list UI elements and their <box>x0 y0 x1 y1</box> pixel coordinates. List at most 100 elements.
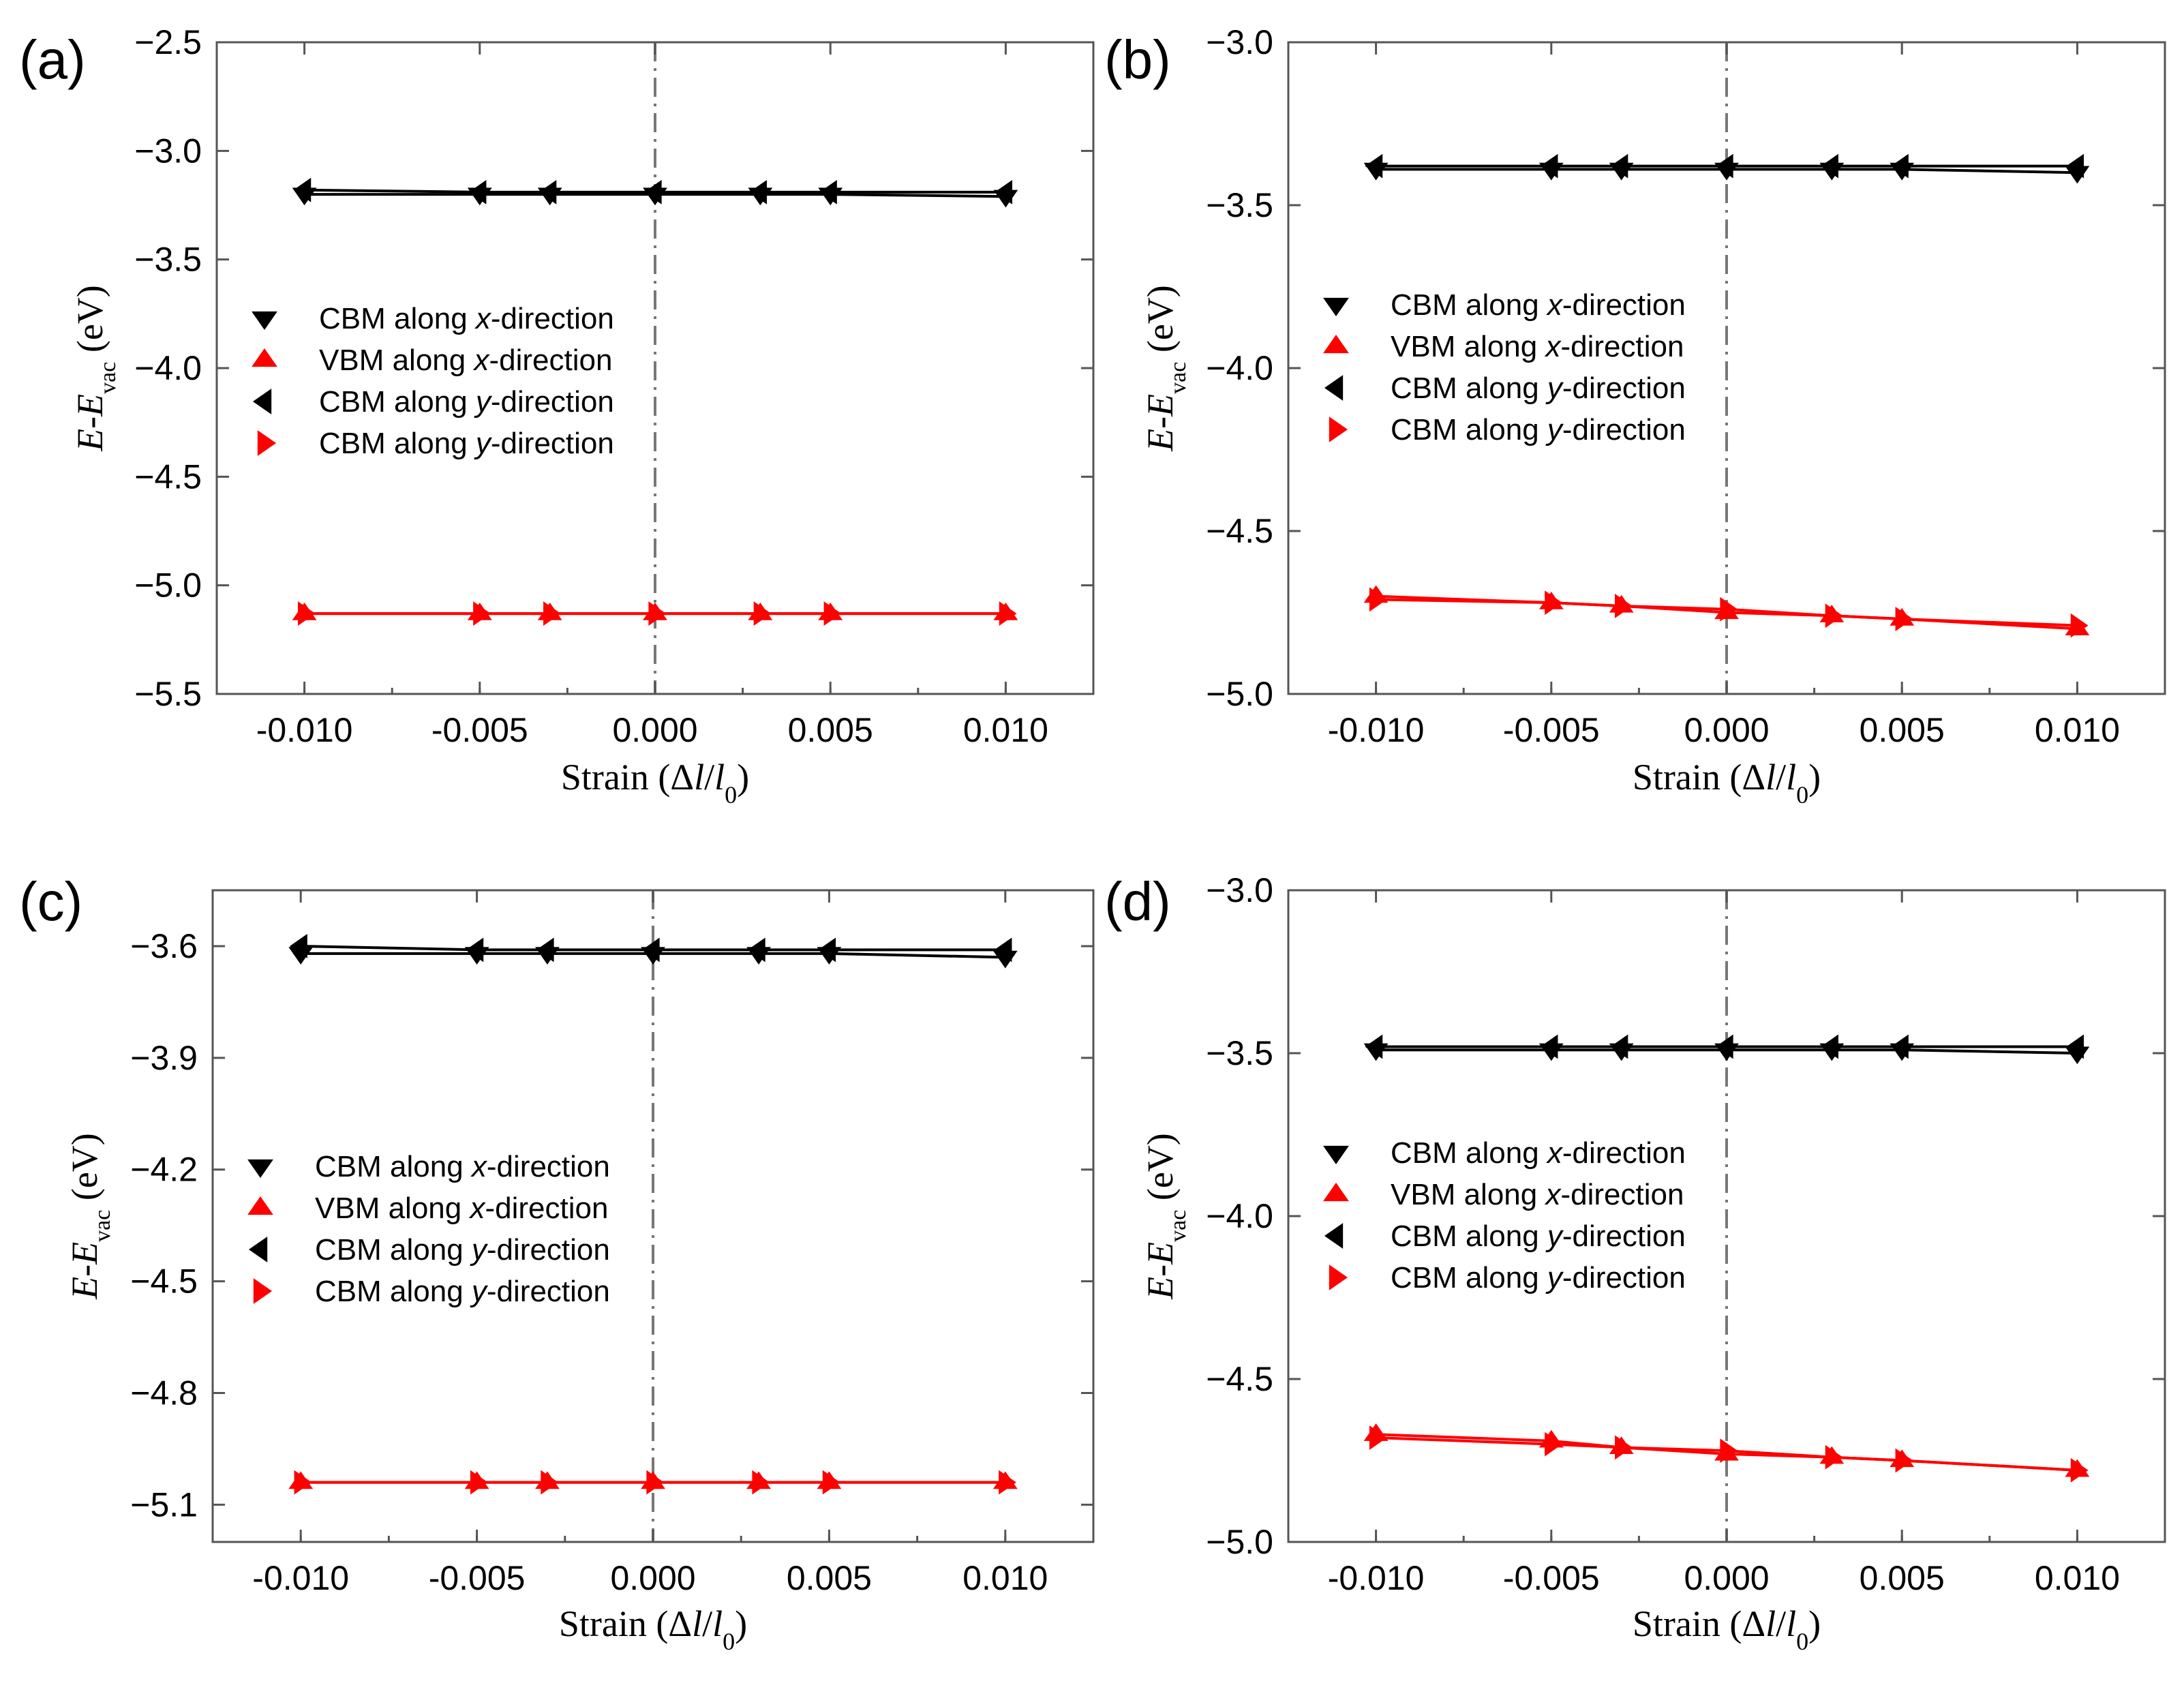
x-axis-label: Strain (Δl/l0) <box>1633 757 1821 808</box>
data-point-triangle-left <box>290 934 307 958</box>
y-tick-label: −4.0 <box>134 349 202 387</box>
y-tick-label: −2.5 <box>134 23 202 61</box>
legend-entry: CBM along y-direction <box>315 1275 610 1308</box>
data-point-triangle-left <box>2066 1034 2084 1059</box>
data-point-triangle-left <box>1715 153 1733 179</box>
y-tick-label: −4.5 <box>130 1262 198 1301</box>
legend-marker-triangle-down <box>1323 297 1349 317</box>
y-tick-label: −3.5 <box>134 241 202 279</box>
data-point-triangle-left <box>641 937 660 963</box>
x-tick-label: 0.005 <box>787 1559 872 1597</box>
y-tick-label: −4.8 <box>130 1374 198 1412</box>
x-tick-label: -0.005 <box>1503 711 1600 749</box>
legend-marker-triangle-down <box>247 1159 273 1179</box>
legend-marker-triangle-down <box>252 311 277 331</box>
legend-entry: CBM along x-direction <box>315 1150 610 1183</box>
legend-marker-triangle-right <box>1329 1264 1348 1290</box>
y-axis-label: E-Evac (eV) <box>64 1133 115 1300</box>
x-tick-label: 0.000 <box>1684 711 1769 749</box>
y-tick-label: −3.5 <box>1206 1034 1273 1072</box>
x-axis-label: Strain (Δl/l0) <box>561 757 749 808</box>
legend-marker-triangle-up <box>1323 334 1349 354</box>
data-point-triangle-left <box>539 179 557 205</box>
data-point-triangle-right <box>2070 1457 2089 1483</box>
data-point-triangle-left <box>1821 1034 1838 1059</box>
data-point-triangle-left <box>747 937 765 963</box>
data-point-triangle-right <box>1895 607 1913 631</box>
legend-marker-triangle-right <box>253 1278 273 1304</box>
legend-marker-triangle-left <box>1324 375 1344 401</box>
legend-entry: VBM along x-direction <box>1391 1178 1684 1211</box>
legend-marker-triangle-right <box>1329 417 1348 442</box>
x-tick-label: -0.010 <box>1328 1559 1425 1597</box>
data-point-triangle-left <box>1891 1034 1909 1059</box>
legend-marker-triangle-up <box>252 348 277 367</box>
data-point-triangle-right <box>473 601 491 626</box>
data-point-triangle-left <box>1821 153 1838 179</box>
panel-label: (b) <box>1104 29 1171 90</box>
data-point-triangle-left <box>1610 153 1628 179</box>
data-point-triangle-right <box>1545 590 1562 616</box>
y-tick-label: −3.0 <box>1206 871 1273 909</box>
data-point-triangle-left <box>293 177 312 202</box>
y-tick-label: −4.2 <box>130 1151 198 1189</box>
x-tick-label: 0.005 <box>788 711 873 749</box>
data-point-triangle-right <box>541 1470 559 1495</box>
x-axis-label: Strain (Δl/l0) <box>1633 1603 1821 1655</box>
data-point-triangle-left <box>749 179 767 205</box>
y-tick-label: −4.5 <box>1206 512 1273 550</box>
y-axis-label: E-Evac (eV) <box>1140 1133 1191 1300</box>
legend-entry: CBM along y-direction <box>1391 1261 1686 1294</box>
legend-entry: CBM along x-direction <box>1391 1136 1686 1170</box>
data-point-triangle-right <box>1615 594 1633 618</box>
x-tick-label: -0.005 <box>429 1559 526 1597</box>
data-point-triangle-right <box>822 1470 840 1495</box>
legend-marker-triangle-left <box>248 1237 268 1262</box>
data-point-triangle-left <box>2066 153 2084 179</box>
data-point-triangle-left <box>643 179 662 205</box>
data-point-triangle-left <box>1891 153 1909 179</box>
data-point-triangle-right <box>1720 596 1738 622</box>
legend-marker-triangle-up <box>1323 1182 1349 1202</box>
data-point-triangle-right <box>1369 1425 1387 1450</box>
data-point-triangle-left <box>1540 1034 1558 1059</box>
panel-label: (c) <box>19 871 82 932</box>
legend-entry: VBM along x-direction <box>1391 330 1684 363</box>
data-point-triangle-left <box>536 937 554 963</box>
legend-entry: CBM along x-direction <box>1391 288 1686 322</box>
data-point-triangle-right <box>1545 1432 1562 1457</box>
y-tick-label: −4.5 <box>134 457 202 496</box>
legend-entry: CBM along y-direction <box>319 427 614 460</box>
data-point-triangle-right <box>999 601 1017 626</box>
legend-marker-triangle-up <box>247 1196 273 1215</box>
data-point-triangle-right <box>2070 613 2089 638</box>
x-tick-label: 0.000 <box>612 711 697 749</box>
x-tick-label: 0.010 <box>963 711 1048 749</box>
data-point-triangle-right <box>753 601 772 626</box>
y-axis-label: E-Evac (eV) <box>70 285 121 452</box>
data-point-triangle-right <box>1895 1448 1913 1473</box>
panel-label: (a) <box>19 29 86 90</box>
x-tick-label: -0.005 <box>431 711 528 749</box>
x-axis-label: Strain (Δl/l0) <box>559 1603 747 1655</box>
legend-entry: CBM along y-direction <box>1391 413 1686 446</box>
x-tick-label: 0.000 <box>1684 1559 1769 1597</box>
data-point-triangle-right <box>297 601 316 626</box>
legend-marker-triangle-left <box>1324 1223 1344 1249</box>
data-point-triangle-left <box>819 179 837 205</box>
y-tick-label: −5.0 <box>1206 675 1273 713</box>
y-tick-label: −4.0 <box>1206 349 1273 387</box>
data-point-triangle-right <box>294 1470 312 1495</box>
data-point-triangle-left <box>995 179 1013 205</box>
chart-panel-c: (c) -0.010 -0.005 0.000 0.005 0.010 −3.6 −3.9 −4… <box>19 871 1095 1655</box>
data-point-triangle-right <box>999 1470 1016 1495</box>
data-point-triangle-right <box>1825 1444 1843 1470</box>
legend-entry: CBM along x-direction <box>319 302 614 335</box>
legend-entry: VBM along x-direction <box>319 344 612 377</box>
data-point-triangle-right <box>1615 1435 1633 1460</box>
data-point-triangle-left <box>466 937 484 963</box>
data-point-triangle-left <box>1715 1034 1733 1059</box>
legend-entry: CBM along y-direction <box>1391 372 1686 405</box>
x-tick-label: -0.010 <box>1328 711 1425 749</box>
